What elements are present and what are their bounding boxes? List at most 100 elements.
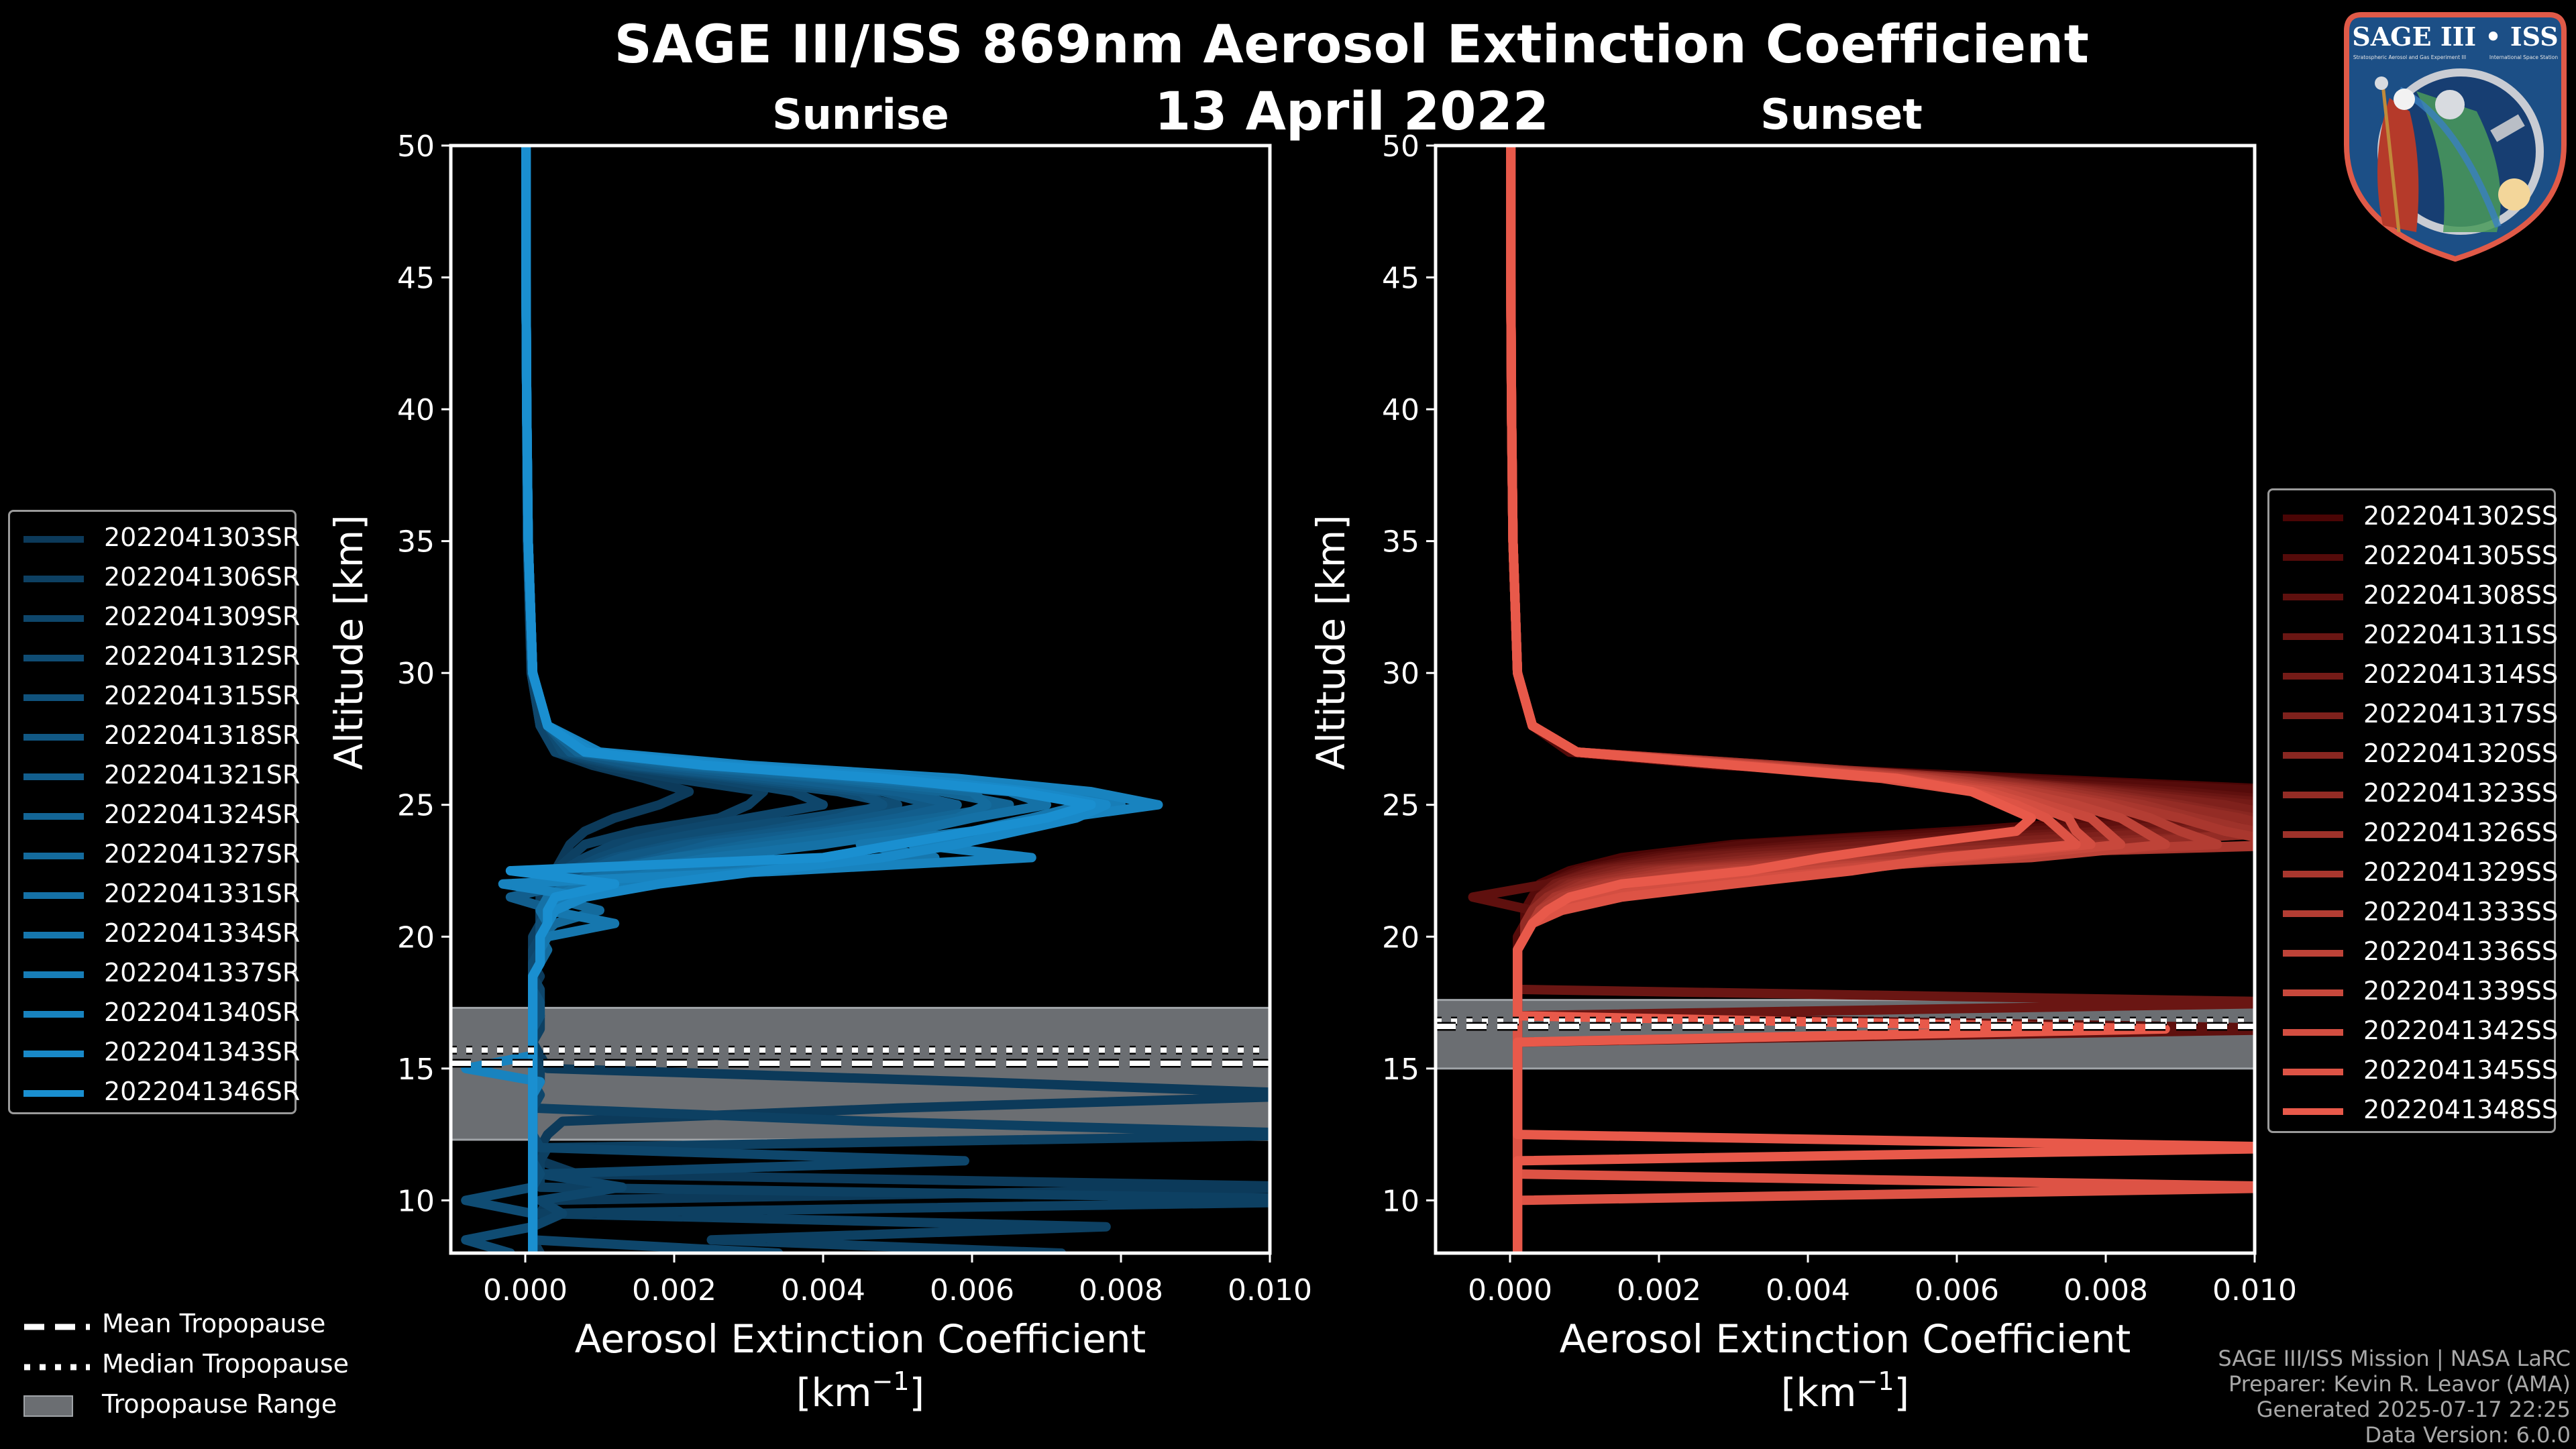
legend-label: 2022041303SR — [104, 523, 301, 552]
legend-label: 2022041348SS — [2363, 1095, 2559, 1124]
x-tick-label: 0.008 — [2063, 1273, 2148, 1307]
sunrise-axes-frame — [449, 144, 1272, 1255]
legend-label: 2022041346SR — [104, 1077, 301, 1106]
median-tropopause-label: Median Tropopause — [102, 1349, 349, 1379]
y-axis-title: Altitude [km] — [1308, 515, 1354, 769]
y-tick-label: 30 — [397, 657, 435, 691]
legend-item-2022041317SS: 2022041317SS — [2269, 696, 2558, 736]
legend-label: 2022041305SS — [2363, 541, 2559, 570]
legend-swatch — [2283, 792, 2343, 798]
legend-label: 2022041308SS — [2363, 580, 2559, 610]
y-tick-label: 15 — [1382, 1053, 1419, 1087]
y-tick-label: 35 — [397, 525, 435, 559]
legend-label: 2022041329SS — [2363, 857, 2559, 887]
legend-swatch — [23, 853, 84, 859]
legend-swatch — [2283, 1108, 2343, 1115]
x-tick-label: 0.010 — [1228, 1273, 1312, 1307]
legend-tropopause-range: Tropopause Range — [20, 1385, 423, 1426]
legend-item-2022041326SS: 2022041326SS — [2269, 815, 2558, 855]
sage-mission-patch-icon: SAGE III • ISS Stratospheric Aerosol and… — [2344, 12, 2567, 262]
legend-swatch — [2283, 1069, 2343, 1075]
legend-item-2022041331SR: 2022041331SR — [10, 876, 300, 916]
x-axis-title: Aerosol Extinction Coefficient — [1560, 1316, 2131, 1362]
legend-label: 2022041323SS — [2363, 778, 2559, 808]
legend-swatch — [23, 536, 84, 543]
sunset-series-group — [1468, 146, 2255, 1253]
y-tick-label: 10 — [1382, 1184, 1419, 1218]
legend-label: 2022041345SS — [2363, 1055, 2559, 1085]
legend-swatch — [23, 892, 84, 899]
gray-box-icon — [23, 1395, 73, 1417]
legend-median-tropopause: Median Tropopause — [20, 1345, 423, 1385]
credits-generated: Generated 2025-07-17 22:25 — [2256, 1397, 2571, 1422]
legend-item-2022041345SS: 2022041345SS — [2269, 1053, 2558, 1092]
legend-swatch — [23, 971, 84, 978]
legend-item-2022041311SS: 2022041311SS — [2269, 617, 2558, 657]
legend-item-2022041340SR: 2022041340SR — [10, 995, 300, 1034]
y-tick-label: 45 — [1382, 262, 1419, 296]
x-tick-label: 0.008 — [1079, 1273, 1163, 1307]
sunrise-legend: 2022041303SR 2022041306SR 2022041309SR 2022… — [8, 510, 301, 1114]
sunset-legend: 2022041302SS 2022041305SS 2022041308SS 2022… — [2267, 488, 2559, 1133]
credits-mission: SAGE III/ISS Mission | NASA LaRC — [2218, 1346, 2571, 1371]
tropopause-legend: Mean Tropopause Median Tropopause Tropop… — [20, 1305, 423, 1439]
legend-item-2022041343SR: 2022041343SR — [10, 1034, 300, 1074]
legend-item-2022041327SR: 2022041327SR — [10, 837, 300, 876]
legend-label: 2022041343SR — [104, 1037, 301, 1067]
x-axis-unit: [km−1] — [796, 1366, 924, 1415]
legend-swatch — [2283, 831, 2343, 838]
legend-label: 2022041324SR — [104, 800, 301, 829]
legend-item-2022041333SS: 2022041333SS — [2269, 894, 2558, 934]
legend-item-2022041309SR: 2022041309SR — [10, 599, 300, 639]
legend-label: 2022041321SR — [104, 760, 301, 790]
x-tick-label: 0.006 — [1915, 1273, 1999, 1307]
mean-tropopause-label: Mean Tropopause — [102, 1309, 326, 1338]
y-tick-label: 40 — [1382, 393, 1419, 427]
x-axis-title: Aerosol Extinction Coefficient — [575, 1316, 1146, 1362]
legend-swatch — [2283, 515, 2343, 521]
credits-version: Data Version: 6.0.0 — [2365, 1422, 2571, 1448]
x-tick-label: 0.002 — [1617, 1273, 1701, 1307]
legend-item-2022041312SR: 2022041312SR — [10, 639, 300, 678]
legend-swatch — [2283, 673, 2343, 680]
legend-swatch — [23, 655, 84, 661]
legend-label: 2022041327SR — [104, 839, 301, 869]
legend-label: 2022041342SS — [2363, 1016, 2559, 1045]
y-tick-label: 50 — [397, 129, 435, 164]
legend-swatch — [2283, 989, 2343, 996]
legend-swatch — [23, 1011, 84, 1018]
y-tick-label: 25 — [397, 789, 435, 823]
legend-item-2022041303SR: 2022041303SR — [10, 520, 300, 559]
tropopause-range-label: Tropopause Range — [102, 1389, 337, 1419]
y-tick-label: 20 — [397, 920, 435, 955]
legend-item-2022041302SS: 2022041302SS — [2269, 498, 2558, 538]
series-line-2022041346SR — [505, 146, 1096, 1253]
legend-item-2022041305SS: 2022041305SS — [2269, 538, 2558, 578]
legend-label: 2022041315SR — [104, 681, 301, 710]
x-tick-label: 0.000 — [1468, 1273, 1552, 1307]
legend-swatch — [23, 734, 84, 741]
legend-item-2022041318SR: 2022041318SR — [10, 718, 300, 757]
legend-swatch — [23, 813, 84, 820]
legend-item-2022041336SS: 2022041336SS — [2269, 934, 2558, 973]
dashed-line-icon — [24, 1324, 90, 1330]
y-axis-title: Altitude [km] — [326, 515, 372, 769]
legend-swatch — [2283, 871, 2343, 877]
legend-label: 2022041326SS — [2363, 818, 2559, 847]
legend-label: 2022041339SS — [2363, 976, 2559, 1006]
y-tick-label: 25 — [1382, 789, 1419, 823]
legend-swatch — [2283, 910, 2343, 917]
legend-swatch — [2283, 594, 2343, 600]
y-tick-label: 45 — [397, 262, 435, 296]
legend-item-2022041339SS: 2022041339SS — [2269, 973, 2558, 1013]
x-tick-label: 0.004 — [1766, 1273, 1850, 1307]
legend-item-2022041324SR: 2022041324SR — [10, 797, 300, 837]
legend-swatch — [2283, 1029, 2343, 1036]
legend-swatch — [2283, 752, 2343, 759]
sunset-subtitle: Sunset — [1760, 90, 1923, 139]
y-tick-label: 10 — [397, 1184, 435, 1218]
y-tick-label: 35 — [1382, 525, 1419, 559]
legend-item-2022041315SR: 2022041315SR — [10, 678, 300, 718]
legend-item-2022041323SS: 2022041323SS — [2269, 775, 2558, 815]
